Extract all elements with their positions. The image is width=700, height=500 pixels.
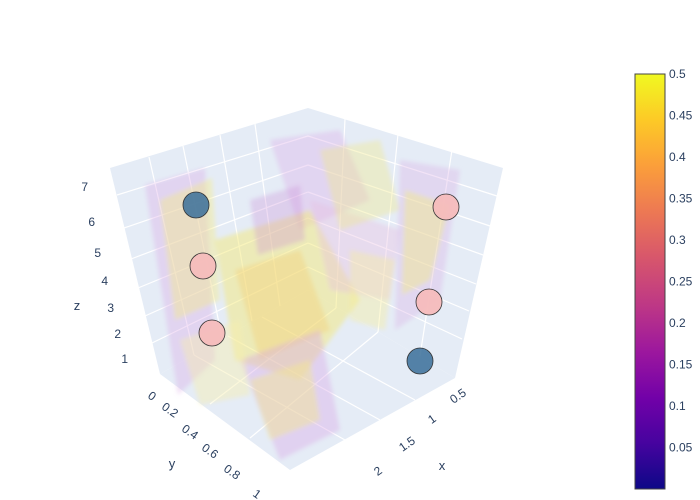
colorbar-tick-label: 0.45 xyxy=(669,109,693,123)
scatter-marker[interactable] xyxy=(182,191,210,219)
colorbar-tick-label: 0.3 xyxy=(669,233,686,247)
z-tick-label: 6 xyxy=(88,215,95,229)
colorbar-ticks: 0.5 0.45 0.4 0.35 0.3 0.25 0.2 0.15 0.1 0.05 xyxy=(669,67,693,455)
colorbar-tick-label: 0.15 xyxy=(669,358,693,372)
z-axis: 1 2 3 4 5 6 7 z xyxy=(74,180,129,366)
marker-layer xyxy=(182,191,460,375)
colorbar-tick-label: 0.25 xyxy=(669,275,693,289)
scatter-marker[interactable] xyxy=(189,252,217,280)
colorbar-tick-label: 0.2 xyxy=(669,316,686,330)
y-tick-label: 0 xyxy=(145,388,159,403)
x-tick-label: 0.5 xyxy=(447,385,469,406)
colorbar-tick-label: 0.1 xyxy=(669,399,686,413)
z-tick-label: 4 xyxy=(101,274,108,288)
colorbar-gradient xyxy=(634,73,666,490)
z-tick-label: 1 xyxy=(121,352,128,366)
scatter-marker[interactable] xyxy=(406,347,434,375)
x-tick-label: 1 xyxy=(425,411,439,426)
y-tick-label: 0.8 xyxy=(221,461,243,482)
z-tick-label: 2 xyxy=(114,327,121,341)
y-tick-label: 1 xyxy=(250,486,264,500)
colorbar-tick-label: 0.05 xyxy=(669,441,693,455)
z-tick-label: 7 xyxy=(81,180,88,194)
colorbar-tick-label: 0.4 xyxy=(669,150,686,164)
colorbar: 0.5 0.45 0.4 0.35 0.3 0.25 0.2 0.15 0.1 0.05 xyxy=(634,67,693,490)
scatter-marker[interactable] xyxy=(432,193,460,221)
y-tick-label: 0.4 xyxy=(179,421,201,442)
z-tick-label: 3 xyxy=(107,301,114,315)
x-axis-title: x xyxy=(439,458,446,473)
colorbar-tick-label: 0.5 xyxy=(669,67,686,81)
z-tick-label: 5 xyxy=(94,246,101,260)
x-tick-label: 2 xyxy=(371,463,385,478)
x-tick-label: 1.5 xyxy=(396,433,418,454)
z-axis-title: z xyxy=(74,298,81,313)
y-axis-title: y xyxy=(169,456,176,471)
volume-isosurfaces xyxy=(145,130,460,460)
colorbar-tick-label: 0.35 xyxy=(669,192,693,206)
y-tick-label: 0.2 xyxy=(159,399,181,420)
y-tick-label: 0.6 xyxy=(199,440,221,461)
scatter-marker[interactable] xyxy=(415,288,443,316)
scatter-marker[interactable] xyxy=(198,319,226,347)
